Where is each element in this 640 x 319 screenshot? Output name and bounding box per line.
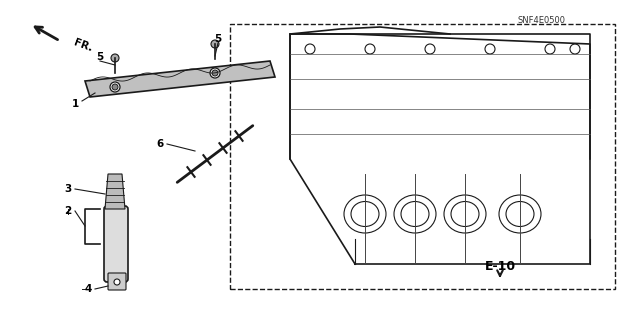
Circle shape [110,82,120,92]
Text: 2: 2 [65,206,72,216]
Circle shape [210,68,220,78]
Circle shape [211,40,219,48]
Circle shape [545,44,555,54]
Text: 6: 6 [156,139,164,149]
Text: E-10: E-10 [484,261,516,273]
Text: 1: 1 [72,99,79,109]
Text: 4: 4 [84,284,92,294]
Circle shape [212,70,218,76]
FancyBboxPatch shape [108,273,126,290]
Circle shape [425,44,435,54]
Circle shape [485,44,495,54]
Text: 5: 5 [214,34,221,44]
Text: 5: 5 [97,52,104,62]
Circle shape [112,84,118,90]
Text: 3: 3 [65,184,72,194]
Circle shape [114,279,120,285]
Polygon shape [105,174,125,209]
Circle shape [570,44,580,54]
Text: FR.: FR. [72,37,93,53]
FancyBboxPatch shape [104,206,128,282]
Circle shape [305,44,315,54]
Circle shape [365,44,375,54]
Circle shape [111,54,119,62]
Text: SNF4E0500: SNF4E0500 [517,16,565,25]
Polygon shape [85,61,275,97]
